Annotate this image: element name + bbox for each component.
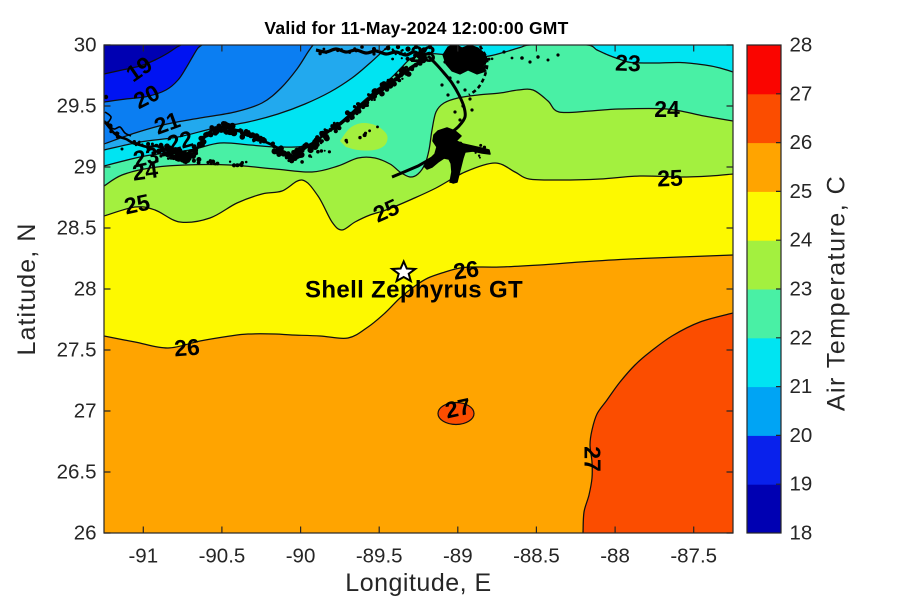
- svg-text:27: 27: [74, 400, 97, 423]
- svg-text:-88: -88: [600, 545, 630, 568]
- svg-text:27: 27: [443, 393, 473, 424]
- svg-text:Longitude, E: Longitude, E: [345, 569, 491, 597]
- svg-text:23: 23: [131, 142, 161, 173]
- svg-text:30: 30: [74, 34, 97, 57]
- svg-text:22: 22: [790, 326, 813, 349]
- svg-text:-90.5: -90.5: [199, 545, 246, 568]
- svg-text:19: 19: [790, 473, 813, 496]
- svg-text:28.5: 28.5: [57, 217, 97, 240]
- svg-text:26: 26: [74, 522, 97, 545]
- svg-text:27: 27: [790, 82, 813, 105]
- svg-text:-89: -89: [443, 545, 473, 568]
- svg-text:27: 27: [580, 446, 606, 472]
- svg-text:18: 18: [790, 522, 813, 545]
- svg-text:26: 26: [452, 255, 481, 284]
- svg-text:24: 24: [131, 156, 160, 185]
- svg-text:21: 21: [790, 375, 813, 398]
- svg-text:-89.5: -89.5: [356, 545, 403, 568]
- svg-text:25: 25: [122, 189, 153, 220]
- svg-text:23: 23: [410, 41, 436, 67]
- svg-text:20: 20: [790, 424, 813, 447]
- svg-text:23: 23: [790, 278, 813, 301]
- svg-text:-91: -91: [128, 545, 158, 568]
- svg-text:-87.5: -87.5: [670, 545, 717, 568]
- svg-text:29: 29: [74, 156, 97, 179]
- svg-text:29.5: 29.5: [57, 95, 97, 118]
- svg-text:26: 26: [790, 131, 813, 154]
- svg-text:27.5: 27.5: [57, 339, 97, 362]
- svg-text:25: 25: [657, 165, 684, 192]
- svg-text:23: 23: [615, 50, 641, 77]
- svg-text:Valid for 11-May-2024 12:00:00: Valid for 11-May-2024 12:00:00 GMT: [264, 18, 568, 38]
- svg-text:24: 24: [654, 96, 680, 122]
- svg-text:26.5: 26.5: [57, 461, 97, 484]
- svg-text:-88.5: -88.5: [513, 545, 560, 568]
- svg-text:-90: -90: [286, 545, 316, 568]
- svg-text:25: 25: [790, 180, 813, 203]
- svg-text:Air Temperature, C: Air Temperature, C: [823, 175, 851, 411]
- svg-text:Latitude, N: Latitude, N: [13, 222, 41, 355]
- svg-text:28: 28: [790, 34, 813, 57]
- svg-text:26: 26: [173, 334, 200, 362]
- svg-text:Shell Zephyrus GT: Shell Zephyrus GT: [305, 277, 523, 304]
- svg-text:28: 28: [74, 278, 97, 301]
- svg-text:24: 24: [790, 229, 813, 252]
